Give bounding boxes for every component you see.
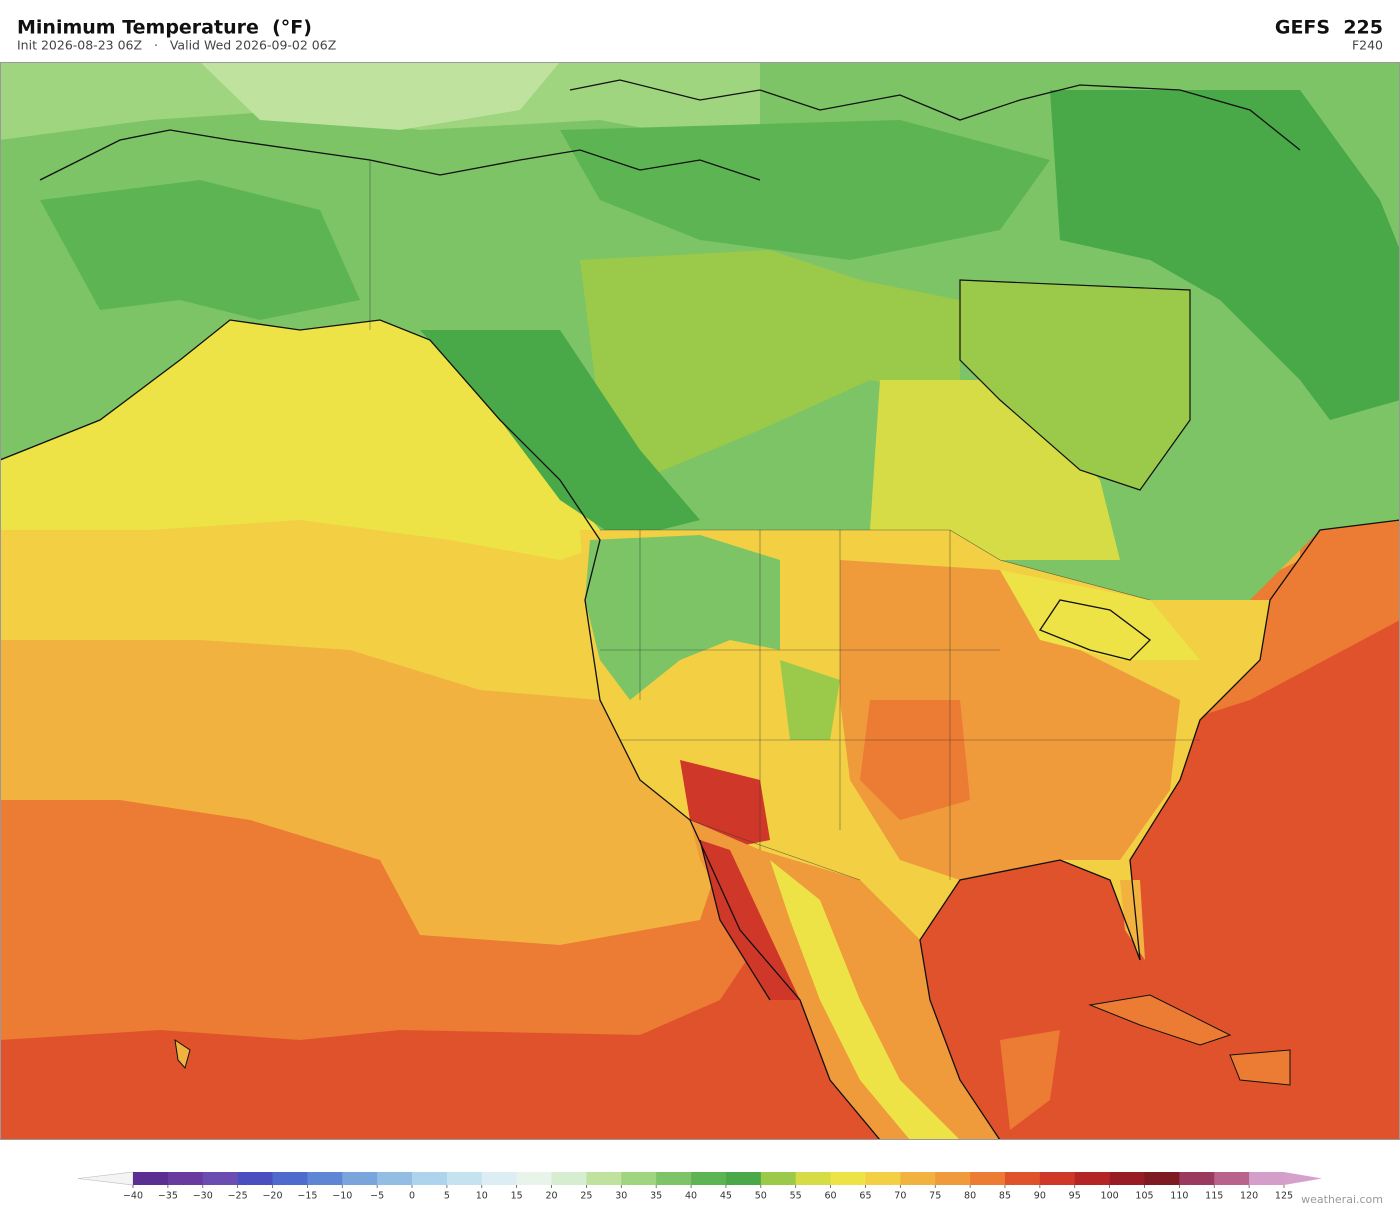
colorbar-bin [272, 1172, 308, 1185]
colorbar-tick-label: 60 [825, 1191, 837, 1202]
colorbar-tick-label: −25 [228, 1191, 248, 1202]
colorbar-tick-label: −5 [370, 1191, 384, 1202]
colorbar-bin [725, 1172, 762, 1185]
colorbar-tick-label: 80 [964, 1191, 976, 1202]
colorbar-tick-label: 85 [999, 1191, 1011, 1202]
colorbar-bin [1004, 1172, 1041, 1185]
colorbar-tick-label: 125 [1275, 1191, 1293, 1202]
forecast-hour: F240 [1352, 38, 1383, 53]
colorbar-tick-label: −35 [158, 1191, 178, 1202]
colorbar-tick-label: 35 [650, 1191, 662, 1202]
colorbar-bin [586, 1172, 622, 1185]
colorbar-tick-label: 40 [685, 1191, 697, 1202]
colorbar-bin [1039, 1172, 1076, 1185]
colorbar-tick-label: 5 [444, 1191, 450, 1202]
colorbar-tick-label: 25 [580, 1191, 592, 1202]
colorbar-bin [1179, 1172, 1215, 1185]
colorbar-tick-label: 110 [1170, 1191, 1188, 1202]
colorbar-tick-label: 0 [409, 1191, 415, 1202]
map-title: Minimum Temperature (°F) [17, 17, 312, 39]
colorbar-under [77, 1171, 134, 1186]
colorbar-bin [900, 1172, 936, 1185]
colorbar-bin [830, 1172, 866, 1185]
colorbar-bin [970, 1172, 1006, 1185]
colorbar-bin [1144, 1172, 1180, 1185]
colorbar-tick-label: 20 [545, 1191, 557, 1202]
colorbar-tick-label: 120 [1240, 1191, 1258, 1202]
colorbar-bin [1214, 1172, 1250, 1185]
colorbar-bin [760, 1172, 796, 1185]
colorbar-bin [865, 1172, 901, 1185]
watermark: weatherai.com [1301, 1193, 1383, 1206]
model-label: GEFS 225 [1275, 17, 1383, 39]
colorbar-bin [795, 1172, 831, 1185]
colorbar-tick-label: 15 [511, 1191, 523, 1202]
colorbar-bin [551, 1172, 587, 1185]
colorbar-tick-label: −10 [332, 1191, 352, 1202]
colorbar-tick-label: −15 [297, 1191, 317, 1202]
colorbar-over [1284, 1172, 1322, 1185]
colorbar-tick-label: −30 [193, 1191, 213, 1202]
colorbar-tick-label: 115 [1205, 1191, 1223, 1202]
colorbar-tick-label: 90 [1034, 1191, 1046, 1202]
colorbar-tick-label: −20 [262, 1191, 282, 1202]
colorbar-tick-label: 50 [755, 1191, 767, 1202]
colorbar-tick-label: 100 [1101, 1191, 1119, 1202]
colorbar-tick-label: 30 [615, 1191, 627, 1202]
colorbar-bin [516, 1172, 552, 1185]
colorbar-bin [621, 1172, 657, 1185]
colorbar-bin [202, 1172, 238, 1185]
colorbar-bin [412, 1172, 448, 1185]
map [0, 62, 1400, 1140]
colorbar-tick-label: −40 [123, 1191, 143, 1202]
colorbar-bin [342, 1172, 378, 1185]
colorbar-bin [1249, 1172, 1285, 1185]
colorbar-bin [656, 1172, 692, 1185]
colorbar-bin [167, 1172, 204, 1185]
colorbar-tick-label: 95 [1069, 1191, 1081, 1202]
map-subtitle: Init 2026-08-23 06Z · Valid Wed 2026-09-… [17, 38, 336, 53]
colorbar: −40 −35 −30 −25 −20 −15 −10 −5 0 5 10 15 20 25 30 35 40 4… [77, 1171, 1322, 1202]
colorbar-bin [133, 1172, 169, 1185]
colorbar-bin [377, 1172, 413, 1185]
colorbar-tick-label: 75 [929, 1191, 941, 1202]
colorbar-bin [1074, 1172, 1110, 1185]
colorbar-tick-label: 70 [894, 1191, 906, 1202]
colorbar-tick-label: 65 [859, 1191, 871, 1202]
colorbar-tick-label: 10 [476, 1191, 488, 1202]
colorbar-tick-label: 45 [720, 1191, 732, 1202]
colorbar-bin [1109, 1172, 1145, 1185]
colorbar-bin [446, 1172, 483, 1185]
colorbar-tick-label: 55 [790, 1191, 802, 1202]
colorbar-bin [691, 1172, 727, 1185]
colorbar-tick-label: 105 [1135, 1191, 1153, 1202]
colorbar-bin [481, 1172, 517, 1185]
colorbar-bin [237, 1172, 273, 1185]
colorbar-bin [307, 1172, 343, 1185]
colorbar-bin [935, 1172, 971, 1185]
